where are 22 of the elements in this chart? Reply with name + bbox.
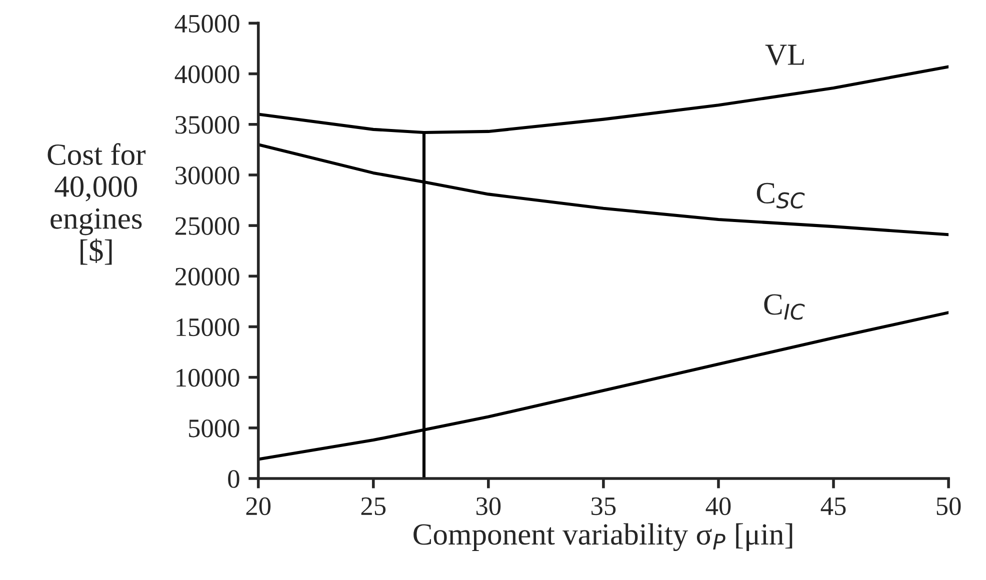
y-tick-label: 45000 xyxy=(174,14,240,33)
y-tick-label: 0 xyxy=(228,470,240,488)
x-tick-label: 35 xyxy=(592,497,616,516)
x-tick-label: 20 xyxy=(246,497,271,516)
x-tick-label: 50 xyxy=(936,497,961,516)
x-tick-label: 45 xyxy=(820,497,846,516)
y-tick-label: 35000 xyxy=(176,116,240,134)
x-tick-label: 40 xyxy=(706,497,731,516)
series-label: C$_{SC}$ xyxy=(756,182,805,208)
y-tick-label: 20000 xyxy=(175,268,240,286)
series-label: VL xyxy=(765,44,804,66)
y-axis-title: Cost for 40,000 engines [$] xyxy=(48,143,146,265)
y-tick-label: 40000 xyxy=(174,65,240,84)
y-tick-label: 5000 xyxy=(189,420,240,438)
x-axis-title: Component variability σ$_{P}$ [μin] xyxy=(414,523,792,552)
y-tick-label: 15000 xyxy=(176,318,240,336)
y-tick-label: 30000 xyxy=(176,166,240,184)
y-tick-label: 25000 xyxy=(175,217,240,235)
series-label: C$_{IC}$ xyxy=(764,294,805,320)
x-tick-label: 30 xyxy=(476,497,501,516)
y-tick-label: 10000 xyxy=(176,368,240,387)
x-tick-label: 25 xyxy=(361,497,386,516)
